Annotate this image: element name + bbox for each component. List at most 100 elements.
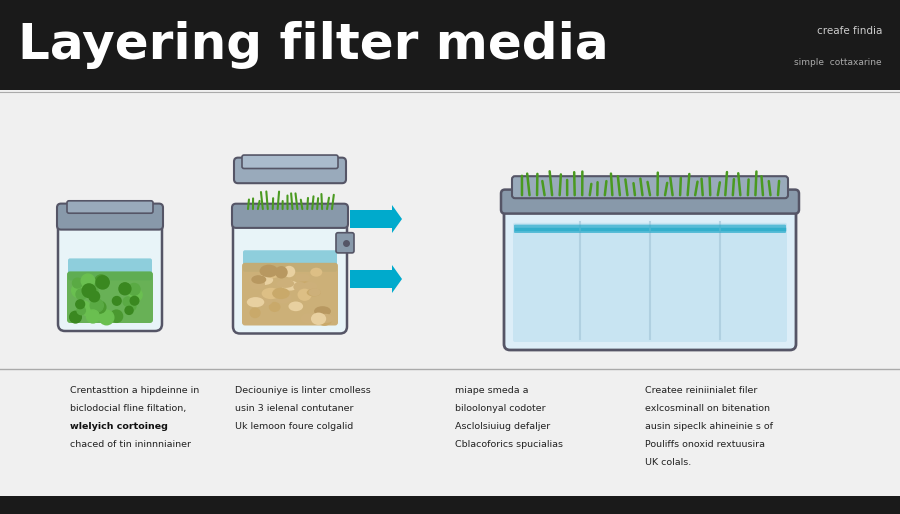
Text: simple  cottaxarine: simple cottaxarine	[795, 59, 882, 67]
Ellipse shape	[298, 288, 311, 301]
Ellipse shape	[282, 281, 299, 290]
Circle shape	[81, 274, 94, 287]
Circle shape	[111, 310, 122, 322]
Ellipse shape	[256, 294, 273, 306]
Ellipse shape	[274, 291, 292, 304]
Circle shape	[130, 288, 142, 301]
Text: Cblacoforics spucialias: Cblacoforics spucialias	[455, 440, 563, 449]
Ellipse shape	[309, 288, 320, 296]
FancyBboxPatch shape	[513, 223, 787, 342]
Circle shape	[94, 301, 106, 313]
Ellipse shape	[250, 278, 265, 290]
Ellipse shape	[273, 290, 287, 302]
Circle shape	[128, 283, 140, 295]
Circle shape	[96, 276, 109, 289]
Circle shape	[73, 278, 82, 288]
Ellipse shape	[262, 288, 281, 299]
Text: Crentasttion a hipdeinne in: Crentasttion a hipdeinne in	[70, 386, 199, 395]
FancyBboxPatch shape	[336, 233, 354, 253]
Ellipse shape	[295, 273, 310, 281]
Ellipse shape	[272, 288, 290, 299]
Circle shape	[94, 275, 108, 288]
Ellipse shape	[302, 282, 318, 290]
Ellipse shape	[249, 274, 264, 286]
Ellipse shape	[249, 307, 261, 318]
Circle shape	[77, 306, 86, 315]
Circle shape	[76, 300, 85, 308]
Ellipse shape	[314, 306, 331, 316]
FancyBboxPatch shape	[0, 496, 900, 514]
Ellipse shape	[317, 313, 332, 326]
FancyBboxPatch shape	[67, 271, 153, 323]
Ellipse shape	[316, 314, 334, 323]
Circle shape	[123, 297, 132, 306]
Text: UK colals.: UK colals.	[645, 458, 691, 467]
Text: creafe findia: creafe findia	[816, 27, 882, 36]
Circle shape	[82, 284, 95, 298]
Circle shape	[130, 297, 139, 305]
Circle shape	[119, 283, 130, 295]
Ellipse shape	[276, 279, 294, 288]
FancyBboxPatch shape	[67, 201, 153, 213]
FancyBboxPatch shape	[68, 259, 152, 281]
Circle shape	[125, 306, 133, 315]
FancyBboxPatch shape	[512, 176, 788, 198]
FancyBboxPatch shape	[504, 197, 796, 350]
Circle shape	[99, 310, 113, 325]
Ellipse shape	[255, 275, 274, 285]
FancyBboxPatch shape	[242, 263, 338, 325]
Circle shape	[127, 302, 136, 310]
Text: biclodocial fline filtation,: biclodocial fline filtation,	[70, 404, 186, 413]
Ellipse shape	[283, 266, 295, 278]
FancyBboxPatch shape	[232, 204, 348, 228]
FancyBboxPatch shape	[233, 209, 347, 334]
Text: exlcosminall on bitenation: exlcosminall on bitenation	[645, 404, 770, 413]
Text: Layering filter media: Layering filter media	[18, 21, 608, 69]
Circle shape	[86, 286, 98, 298]
FancyBboxPatch shape	[501, 190, 799, 214]
Text: biloolonyal codoter: biloolonyal codoter	[455, 404, 545, 413]
Ellipse shape	[247, 297, 265, 307]
Circle shape	[72, 283, 86, 298]
Text: usin 3 ielenal contutaner: usin 3 ielenal contutaner	[235, 404, 354, 413]
Ellipse shape	[310, 268, 322, 277]
FancyBboxPatch shape	[242, 155, 338, 169]
Text: chaced of tin ininnniainer: chaced of tin ininnniainer	[70, 440, 191, 449]
Ellipse shape	[251, 275, 266, 284]
Text: Createe reiniinialet filer: Createe reiniinialet filer	[645, 386, 758, 395]
Circle shape	[112, 297, 122, 305]
Text: miape smeda a: miape smeda a	[455, 386, 528, 395]
Circle shape	[86, 310, 99, 323]
Ellipse shape	[293, 282, 306, 292]
Text: wlelyich cortoineg: wlelyich cortoineg	[70, 422, 168, 431]
FancyArrow shape	[350, 265, 402, 293]
FancyBboxPatch shape	[0, 0, 900, 90]
Circle shape	[76, 289, 86, 300]
Text: Asclolsiuiug defaljer: Asclolsiuiug defaljer	[455, 422, 550, 431]
Text: Pouliffs onoxid rextuusira: Pouliffs onoxid rextuusira	[645, 440, 765, 449]
Ellipse shape	[289, 302, 303, 311]
FancyBboxPatch shape	[234, 158, 346, 183]
Circle shape	[92, 307, 100, 316]
Ellipse shape	[275, 266, 288, 279]
Text: Uk lemoon foure colgalid: Uk lemoon foure colgalid	[235, 422, 353, 431]
Ellipse shape	[307, 289, 321, 297]
FancyArrow shape	[350, 205, 402, 233]
FancyBboxPatch shape	[57, 204, 163, 230]
Circle shape	[69, 311, 81, 323]
Ellipse shape	[296, 281, 312, 291]
Circle shape	[90, 299, 104, 312]
Ellipse shape	[310, 313, 326, 325]
Text: ausin sipeclk ahineinie s of: ausin sipeclk ahineinie s of	[645, 422, 773, 431]
Circle shape	[89, 291, 100, 302]
Ellipse shape	[266, 268, 280, 278]
FancyBboxPatch shape	[243, 250, 337, 272]
FancyBboxPatch shape	[58, 215, 162, 331]
Ellipse shape	[259, 265, 278, 278]
Circle shape	[79, 302, 90, 312]
Text: Deciouniye is linter cmolless: Deciouniye is linter cmolless	[235, 386, 371, 395]
Ellipse shape	[301, 313, 318, 324]
Circle shape	[83, 306, 93, 316]
FancyBboxPatch shape	[514, 225, 786, 233]
Ellipse shape	[269, 302, 281, 312]
